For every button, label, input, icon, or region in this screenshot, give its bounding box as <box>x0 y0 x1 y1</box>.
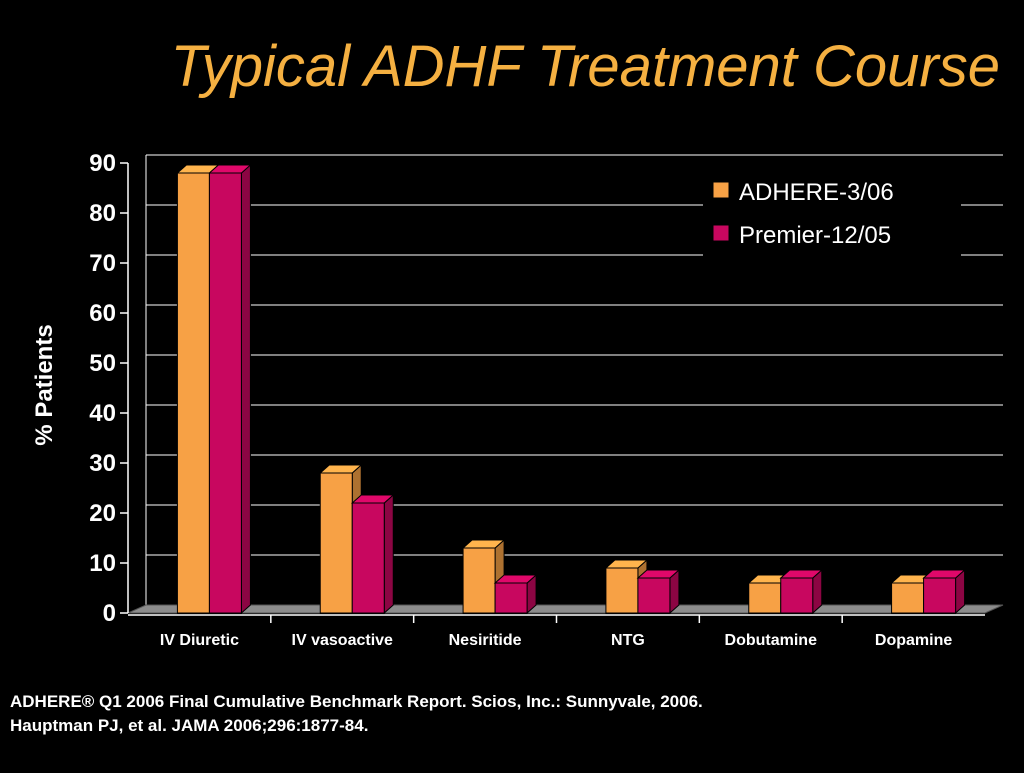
legend-swatch <box>712 224 730 242</box>
bars <box>176 163 966 615</box>
y-tick-label: 50 <box>89 350 116 377</box>
bar <box>208 172 242 614</box>
bar-side <box>240 163 251 615</box>
x-tick-label: IV vasoactive <box>292 632 394 649</box>
legend-box <box>703 168 961 256</box>
chart-floor-plane <box>127 604 1004 614</box>
gridlines <box>145 154 1003 606</box>
bar <box>462 547 496 614</box>
chart-floor <box>127 604 1004 614</box>
y-axis-label: % Patients <box>31 324 58 445</box>
bar <box>176 172 210 614</box>
bar <box>605 567 639 614</box>
bar <box>923 577 957 614</box>
y-tick-label: 0 <box>103 600 116 627</box>
bar <box>351 502 385 614</box>
y-tick-label: 10 <box>89 550 116 577</box>
reference-line: ADHERE® Q1 2006 Final Cumulative Benchma… <box>10 692 703 711</box>
y-tick-label: 20 <box>89 500 116 527</box>
y-tick-label: 30 <box>89 450 116 477</box>
bar <box>637 577 671 614</box>
y-tick-label: 40 <box>89 400 116 427</box>
bar <box>319 472 353 614</box>
bar <box>891 582 925 614</box>
bar <box>494 582 528 614</box>
legend: ADHERE-3/06 Premier-12/05 <box>703 168 961 256</box>
axes: 0 10 20 30 40 50 60 70 80 90 IV Diuretic IV vasoact… <box>89 150 985 649</box>
bar-side <box>383 493 394 615</box>
legend-swatch <box>712 181 730 199</box>
reference-line: Hauptman PJ, et al. JAMA 2006;296:1877-8… <box>10 716 369 735</box>
y-tick-label: 70 <box>89 250 116 277</box>
x-tick-label: NTG <box>611 632 645 649</box>
y-tick-label: 60 <box>89 300 116 327</box>
y-tick-label: 80 <box>89 200 116 227</box>
slide-title: Typical ADHF Treatment Course <box>170 34 1000 99</box>
y-tick-label: 90 <box>89 150 116 177</box>
legend-label: Premier-12/05 <box>739 222 891 249</box>
legend-label: ADHERE-3/06 <box>739 179 894 206</box>
x-tick-label: Dopamine <box>875 632 952 649</box>
bar <box>780 577 814 614</box>
x-tick-label: IV Diuretic <box>160 632 239 649</box>
references: ADHERE® Q1 2006 Final Cumulative Benchma… <box>10 690 1010 738</box>
bar <box>748 582 782 614</box>
x-tick-label: Nesiritide <box>449 632 522 649</box>
x-tick-label: Dobutamine <box>725 632 818 649</box>
